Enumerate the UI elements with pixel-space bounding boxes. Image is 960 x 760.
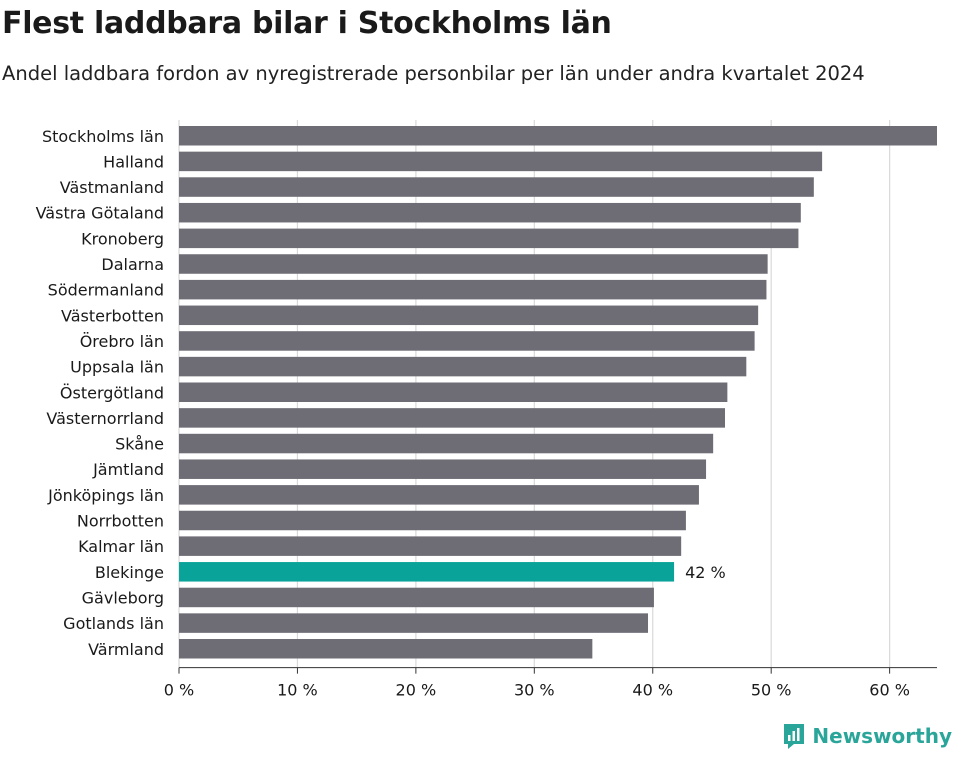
- category-label: Södermanland: [48, 281, 164, 300]
- category-label: Västmanland: [60, 178, 164, 197]
- category-label: Norrbotten: [77, 512, 164, 531]
- chart-title: Flest laddbara bilar i Stockholms län: [2, 6, 612, 41]
- category-label: Jämtland: [92, 460, 164, 479]
- bar: [179, 356, 747, 377]
- category-label: Uppsala län: [70, 358, 164, 377]
- category-label: Östergötland: [60, 383, 164, 402]
- category-label: Kronoberg: [81, 229, 164, 248]
- brand-name: Newsworthy: [812, 724, 952, 748]
- bar: [179, 408, 725, 428]
- bar: [179, 254, 768, 274]
- x-tick-label: 20 %: [396, 681, 437, 700]
- brand-logo: Newsworthy: [782, 722, 952, 750]
- bar: [179, 202, 801, 223]
- bar: [179, 433, 714, 454]
- x-tick-label: 0 %: [164, 681, 194, 700]
- category-label: Värmland: [88, 640, 164, 659]
- bar: [179, 485, 699, 505]
- category-label: Västernorrland: [46, 409, 164, 428]
- category-label: Jönköpings län: [47, 486, 164, 505]
- bar: [179, 331, 755, 351]
- x-tick-label: 50 %: [751, 681, 792, 700]
- category-label: Örebro län: [80, 332, 164, 351]
- bar: [179, 305, 759, 326]
- x-tick-label: 40 %: [632, 681, 673, 700]
- bar: [179, 613, 649, 633]
- category-label: Dalarna: [101, 255, 164, 274]
- bar-chart: Stockholms län Halland Västmanland Västra G…: [36, 120, 937, 700]
- x-tick-label: 30 %: [514, 681, 555, 700]
- category-label: Kalmar län: [78, 537, 164, 556]
- category-label: Stockholms län: [42, 127, 164, 146]
- newsworthy-logo-icon: [784, 724, 805, 749]
- x-tick-label: 10 %: [277, 681, 318, 700]
- bar: [179, 587, 654, 608]
- x-tick-label: 60 %: [869, 681, 910, 700]
- category-label: Blekinge: [95, 563, 164, 582]
- bar: [179, 536, 682, 556]
- chart-subtitle: Andel laddbara fordon av nyregistrerade …: [2, 62, 865, 85]
- bar: [179, 459, 707, 479]
- bar: [179, 639, 593, 659]
- bar: [179, 510, 686, 531]
- category-label: Västra Götaland: [36, 204, 164, 223]
- category-label: Gävleborg: [82, 588, 164, 607]
- category-label: Gotlands län: [63, 614, 164, 633]
- bar: [179, 382, 728, 402]
- category-label: Halland: [103, 152, 164, 171]
- category-label: Skåne: [115, 435, 164, 454]
- bar: [179, 151, 823, 172]
- bar: [179, 228, 799, 249]
- bar-highlight: [179, 562, 675, 582]
- bar: [179, 126, 937, 146]
- category-label: Västerbotten: [61, 306, 164, 325]
- bar: [179, 177, 814, 197]
- bar: [179, 279, 767, 300]
- data-label: 42 %: [685, 563, 726, 582]
